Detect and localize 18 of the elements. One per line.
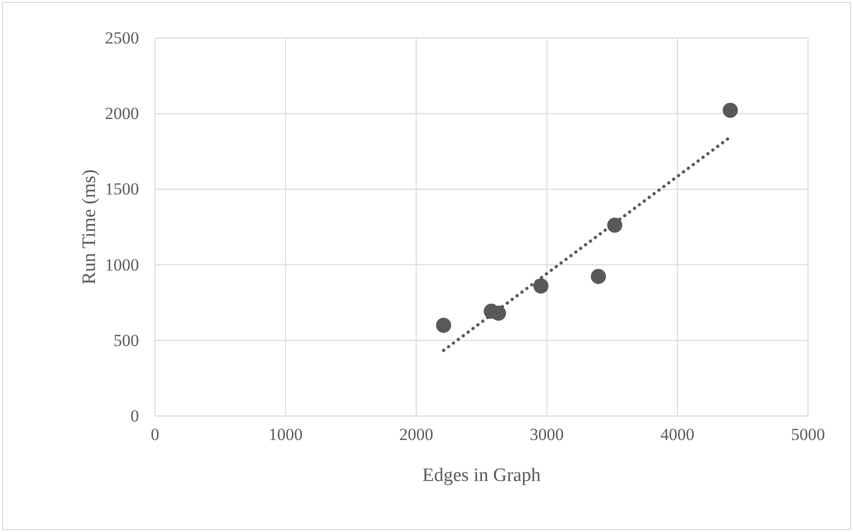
y-tick-label: 1000	[105, 255, 139, 274]
point	[436, 318, 452, 333]
x-tick-label: 2000	[399, 425, 434, 444]
point	[533, 278, 548, 294]
point	[590, 268, 606, 284]
x-tick-label: 3000	[530, 425, 564, 444]
point	[722, 102, 738, 118]
y-tick-label: 1500	[105, 180, 139, 199]
y-tick-label: 2500	[105, 28, 139, 48]
x-axis-title: Edges in Graph	[422, 465, 542, 486]
x-tick-label: 0	[150, 425, 160, 444]
y-tick-label: 0	[130, 406, 139, 426]
x-tick-label: 5000	[791, 425, 825, 444]
x-tick-label: 4000	[660, 425, 694, 444]
y-axis-title: Run Time (ms)	[79, 169, 100, 285]
y-tick-label: 500	[114, 330, 139, 350]
x-tick-label: 1000	[268, 425, 303, 444]
y-tick-label: 2000	[105, 104, 139, 124]
